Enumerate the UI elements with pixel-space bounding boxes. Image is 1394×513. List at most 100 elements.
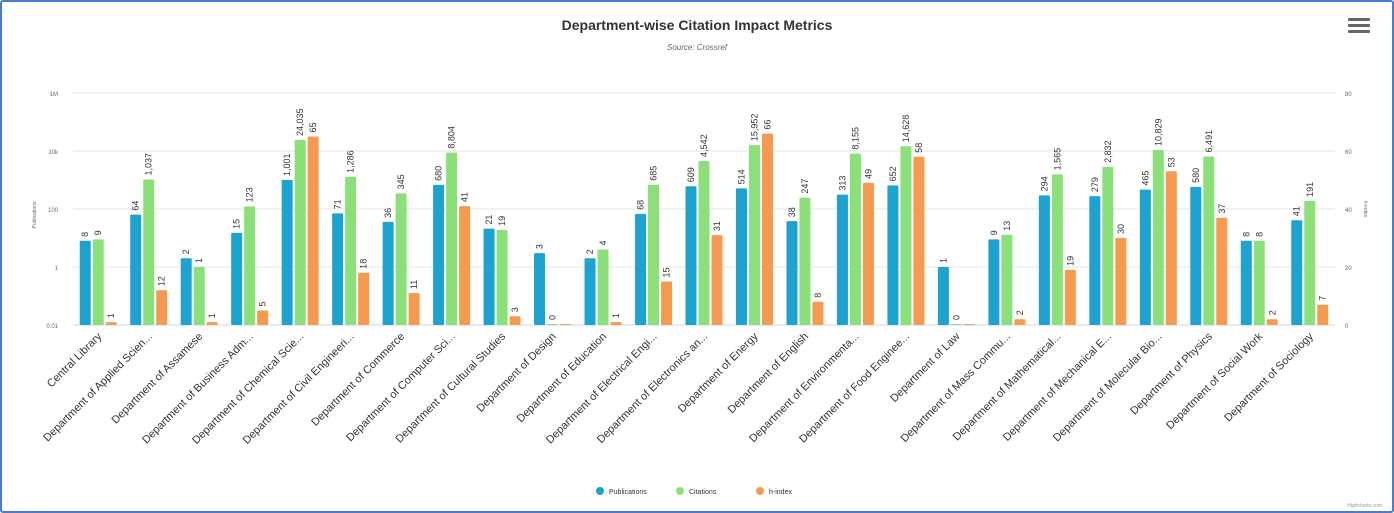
x-axis-category-label: Department of Environmenta...: [747, 331, 861, 445]
data-label: 652: [888, 166, 898, 181]
bar-citations: [1102, 166, 1114, 325]
bar-publications: [584, 258, 596, 325]
bar-citations: [92, 239, 104, 325]
bar-publications: [1038, 195, 1050, 325]
bar-citations: [1051, 174, 1063, 325]
data-label: 8: [80, 232, 90, 237]
data-label: 7: [1318, 296, 1328, 301]
left-axis-tick-label: 1: [55, 266, 59, 272]
bar-hindex: [459, 206, 471, 325]
bar-citations: [1001, 234, 1013, 325]
data-label: 279: [1090, 177, 1100, 192]
bar-publications: [231, 232, 243, 325]
data-label: 1: [611, 313, 621, 318]
data-label: 123: [245, 187, 255, 202]
left-axis-tick-label: 10k: [48, 150, 59, 156]
bar-citations: [446, 152, 458, 325]
data-label: 2: [585, 249, 595, 254]
data-label: 64: [131, 201, 141, 211]
data-label: 14,628: [901, 115, 911, 143]
bar-hindex: [661, 281, 673, 325]
data-label: 30: [1116, 224, 1126, 234]
right-axis-tick-label: 60: [1345, 150, 1352, 156]
bar-hindex: [711, 235, 723, 325]
bar-citations: [496, 229, 508, 325]
data-label: 685: [649, 166, 659, 181]
bar-hindex: [1064, 269, 1076, 325]
bar-citations: [193, 267, 205, 325]
data-label: 18: [359, 259, 369, 269]
chart-credit: Highcharts.com: [1347, 503, 1382, 509]
data-label: 13: [1002, 221, 1012, 231]
chart-subtitle: Source: Crossref: [666, 43, 728, 52]
bar-publications: [1089, 196, 1101, 325]
x-axis-category-label: Department of Applied Scien...: [41, 331, 155, 445]
data-label: 3: [510, 307, 520, 312]
x-axis-category-label: Department of Computer Sci...: [344, 331, 458, 445]
x-axis-category-label: Department of Social Work: [1164, 330, 1266, 432]
data-label: 1: [194, 258, 204, 263]
data-label: 2: [181, 249, 191, 254]
bar-hindex: [1266, 319, 1278, 325]
legend-marker: [596, 487, 604, 495]
data-label: 1,565: [1052, 148, 1062, 171]
x-axis-category-label: Department of Electrical Engi...: [544, 331, 660, 447]
bar-publications: [735, 188, 747, 325]
data-label: 71: [333, 199, 343, 209]
data-label: 37: [1217, 204, 1227, 214]
data-label: 4,542: [699, 134, 709, 157]
x-axis-category-label: Department of Cultural Studies: [393, 330, 508, 445]
x-axis-category-label: Department of Business Adm...: [140, 331, 256, 447]
bar-publications: [382, 221, 394, 325]
bar-citations: [950, 324, 962, 325]
x-axis-category-label: Department of Mechanical E...: [1001, 331, 1114, 444]
bar-citations: [1152, 149, 1164, 325]
data-label: 8,804: [447, 126, 457, 149]
data-label: 191: [1305, 182, 1315, 197]
legend-item-label[interactable]: h-index: [769, 489, 792, 496]
bar-hindex: [1165, 171, 1177, 325]
data-label: 4: [598, 241, 608, 246]
bar-citations: [597, 249, 609, 325]
right-axis-tick-label: 40: [1345, 208, 1352, 214]
right-axis-tick-label: 20: [1345, 266, 1352, 272]
bar-citations: [345, 176, 357, 325]
data-label: 38: [787, 207, 797, 217]
legend-item-label[interactable]: Citations: [689, 489, 717, 496]
bar-publications: [988, 239, 1000, 325]
bar-publications: [887, 185, 899, 325]
bar-hindex: [408, 293, 420, 325]
bar-publications: [937, 267, 949, 325]
data-label: 580: [1191, 168, 1201, 183]
bar-citations: [748, 145, 760, 325]
data-label: 49: [863, 169, 873, 179]
data-label: 36: [383, 208, 393, 218]
data-label: 313: [837, 176, 847, 191]
data-label: 66: [762, 120, 772, 130]
bar-hindex: [257, 310, 269, 325]
bar-publications: [1190, 186, 1202, 325]
data-label: 8: [813, 293, 823, 298]
bar-hindex: [509, 316, 521, 325]
bar-publications: [180, 258, 192, 325]
data-label: 19: [497, 216, 507, 226]
bar-publications: [635, 213, 647, 325]
right-axis-tick-label: 80: [1345, 92, 1352, 98]
data-label: 41: [1292, 206, 1302, 216]
data-label: 294: [1039, 176, 1049, 191]
bar-publications: [685, 186, 697, 325]
bar-citations: [244, 206, 256, 325]
bar-citations: [1203, 156, 1215, 325]
chart-title: Department-wise Citation Impact Metrics: [561, 17, 833, 33]
data-label: 31: [712, 221, 722, 231]
data-label: 15: [662, 267, 672, 277]
bar-hindex: [761, 133, 773, 325]
bar-hindex: [1014, 319, 1026, 325]
data-label: 10,829: [1153, 118, 1163, 146]
data-label: 1: [207, 313, 217, 318]
legend-item-label[interactable]: Publications: [609, 489, 647, 496]
hamburger-menu-icon[interactable]: [1348, 18, 1370, 36]
bar-hindex: [358, 272, 370, 325]
bar-hindex: [1115, 238, 1127, 325]
bar-publications: [130, 214, 142, 325]
